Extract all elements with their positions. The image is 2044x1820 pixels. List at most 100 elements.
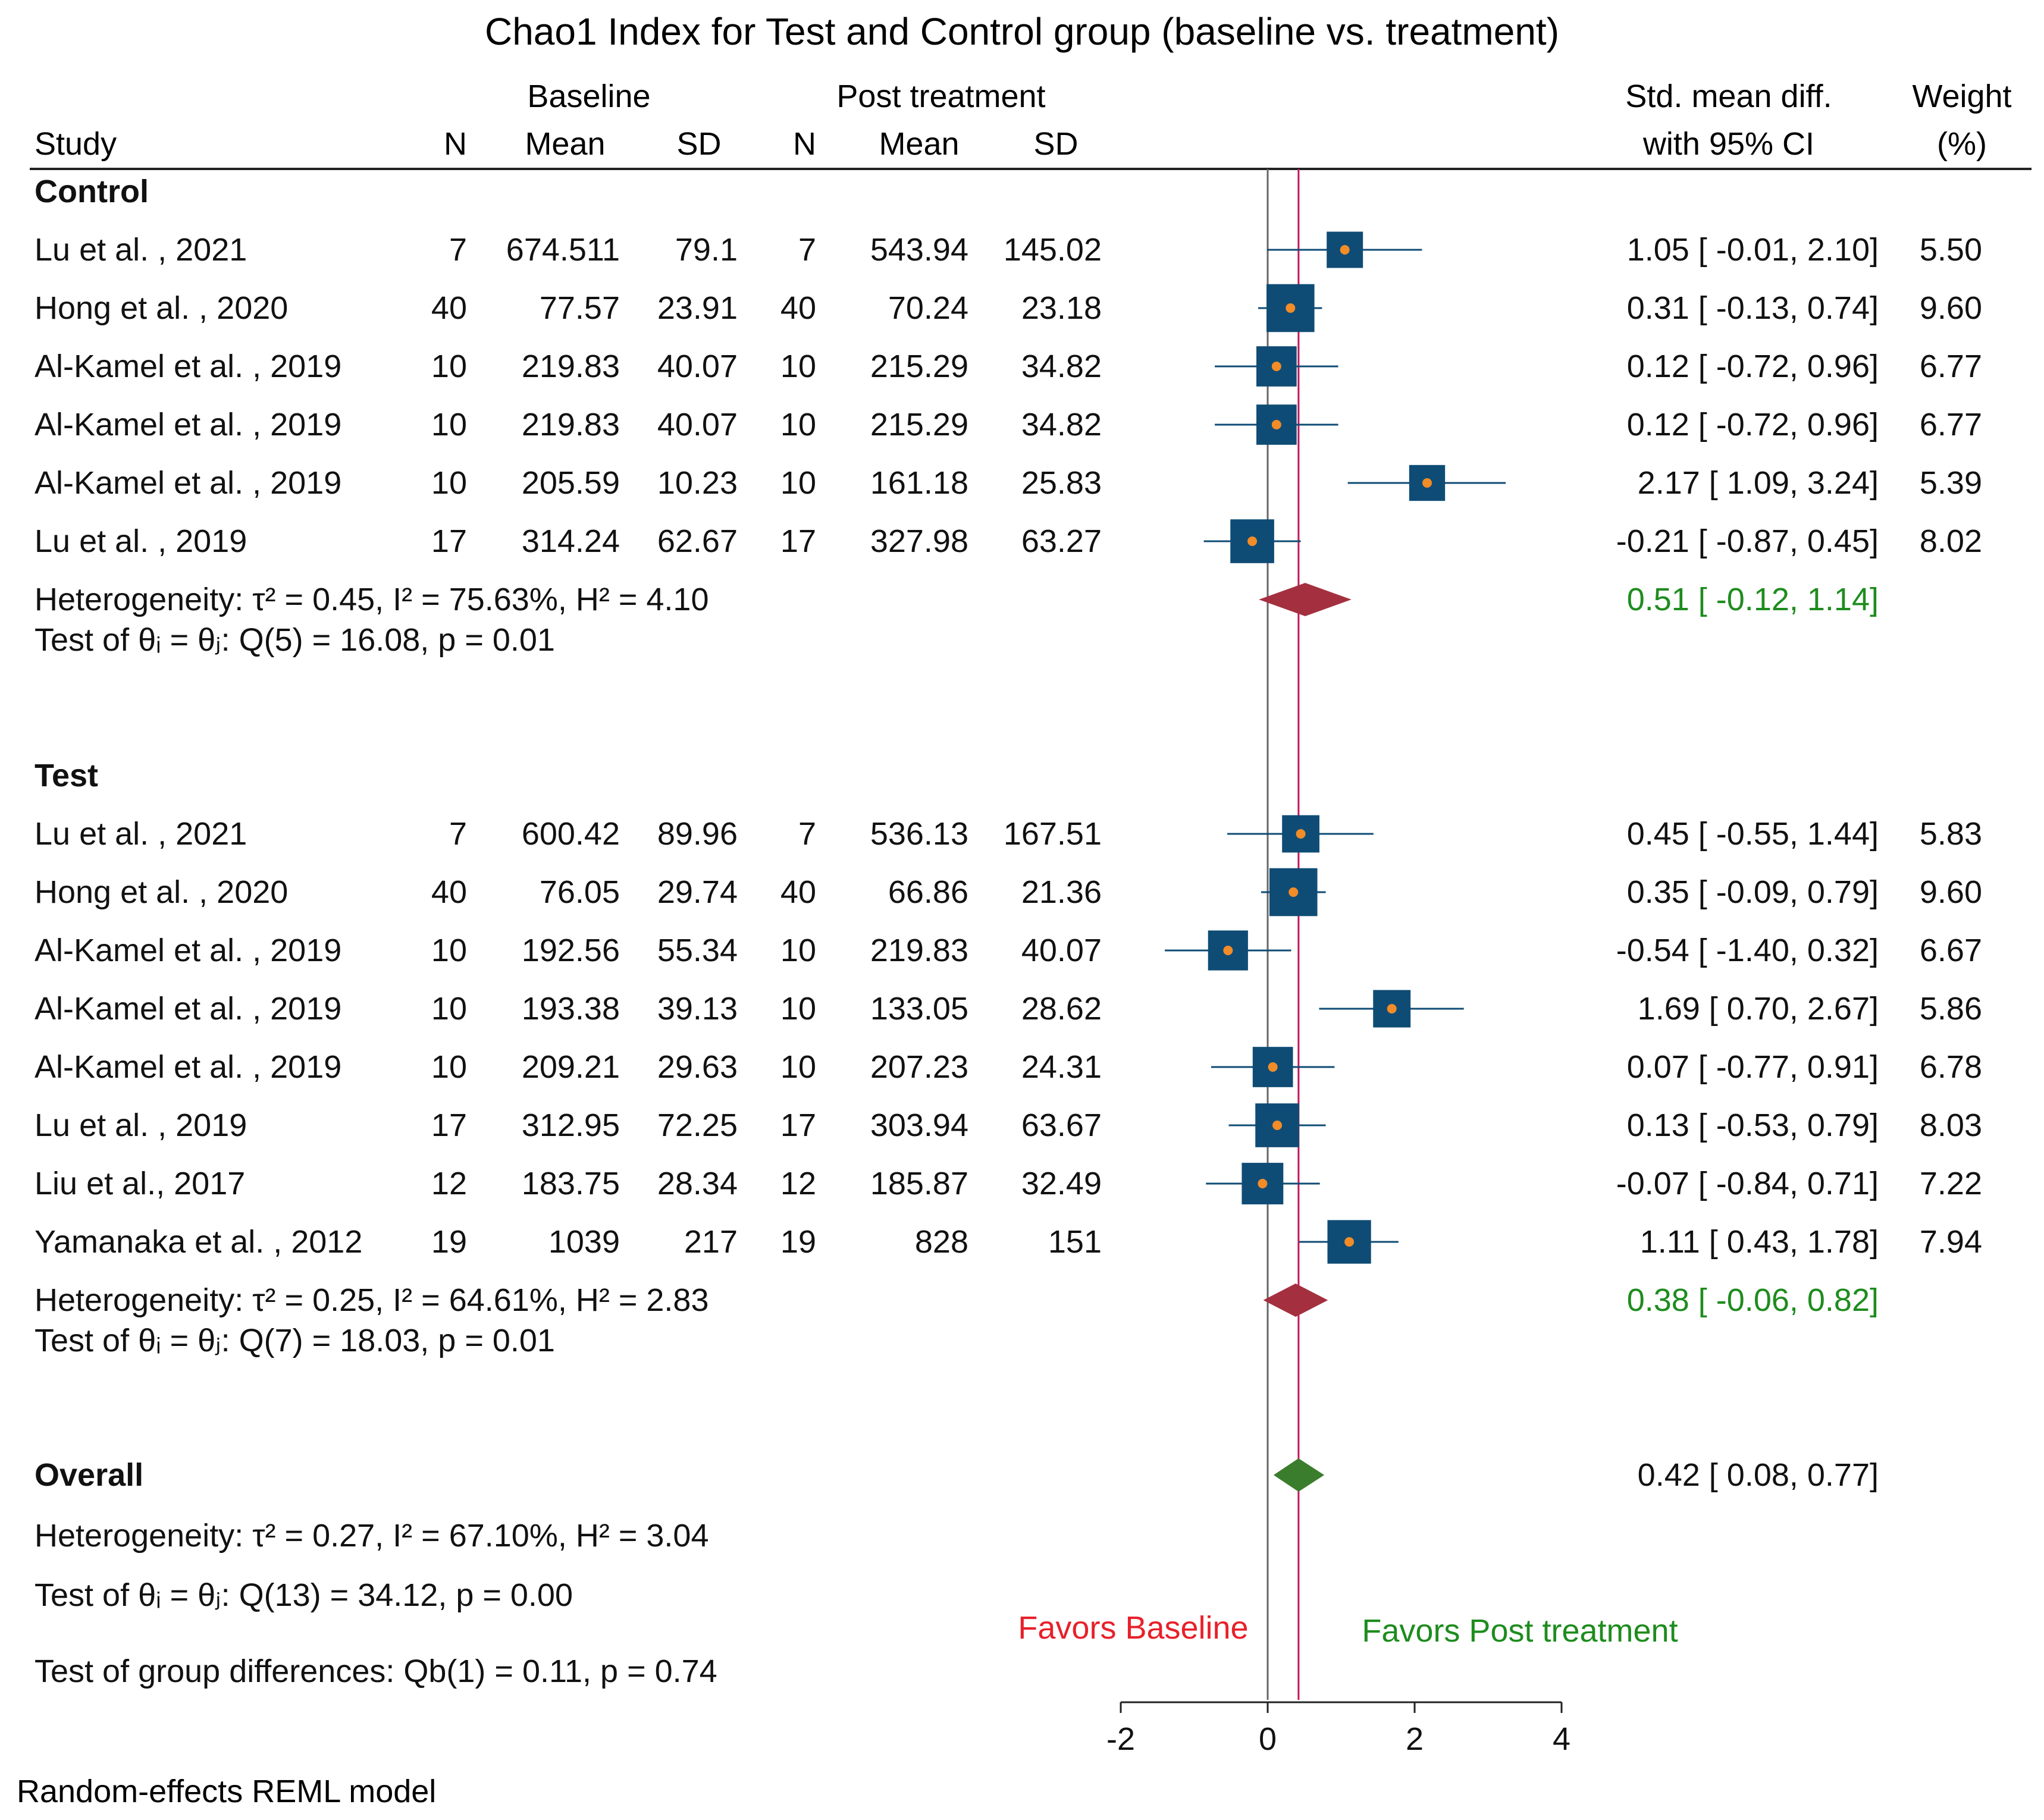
header-post-sd: SD — [1033, 126, 1078, 162]
effect-ci-label: 2.17 [ 1.09, 3.24] — [1638, 465, 1879, 501]
baseline-n: 40 — [431, 290, 467, 326]
weight-label: 8.02 — [1920, 523, 1982, 559]
effect-point — [1344, 1237, 1355, 1247]
header-smd-line2: with 95% CI — [1642, 126, 1814, 162]
weight-label: 9.60 — [1920, 874, 1982, 910]
baseline-sd: 217 — [684, 1224, 738, 1260]
post-sd: 145.02 — [1004, 232, 1102, 268]
effect-point — [1258, 1179, 1268, 1188]
weight-label: 5.39 — [1920, 465, 1982, 501]
baseline-mean: 314.24 — [522, 523, 620, 559]
post-sd: 34.82 — [1021, 407, 1102, 443]
baseline-n: 7 — [449, 232, 467, 268]
post-n: 10 — [780, 349, 816, 384]
group-label: Test — [35, 758, 98, 793]
header-weight-line1: Weight — [1912, 79, 2011, 114]
effect-ci-label: 0.07 [ -0.77, 0.91] — [1627, 1049, 1879, 1085]
weight-label: 7.22 — [1920, 1166, 1982, 1201]
post-mean: 327.98 — [870, 523, 968, 559]
effect-ci-label: 0.45 [ -0.55, 1.44] — [1627, 816, 1879, 852]
post-n: 10 — [780, 933, 816, 968]
post-n: 10 — [780, 1049, 816, 1085]
effect-ci-label: -0.07 [ -0.84, 0.71] — [1616, 1166, 1879, 1201]
baseline-sd: 29.74 — [657, 874, 738, 910]
effect-point — [1387, 1004, 1397, 1013]
effect-ci-label: -0.21 [ -0.87, 0.45] — [1616, 523, 1879, 559]
baseline-sd: 72.25 — [657, 1107, 738, 1143]
post-n: 12 — [780, 1166, 816, 1201]
baseline-sd: 28.34 — [657, 1166, 738, 1201]
x-axis-layer: -2 0 2 4 — [1106, 1701, 1570, 1757]
group-label: Control — [35, 174, 149, 209]
baseline-mean: 205.59 — [522, 465, 620, 501]
baseline-n: 10 — [431, 991, 467, 1027]
baseline-mean: 209.21 — [522, 1049, 620, 1085]
study-label: Liu et al., 2017 — [35, 1166, 245, 1201]
post-sd: 34.82 — [1021, 349, 1102, 384]
post-n: 40 — [780, 874, 816, 910]
header-baseline-mean: Mean — [525, 126, 605, 162]
baseline-sd: 39.13 — [657, 991, 738, 1027]
study-label: Hong et al. , 2020 — [35, 874, 288, 910]
effect-ci-label: 1.69 [ 0.70, 2.67] — [1638, 991, 1879, 1027]
baseline-mean: 312.95 — [522, 1107, 620, 1143]
model-note: Random-effects REML model — [17, 1774, 436, 1809]
post-n: 19 — [780, 1224, 816, 1260]
x-axis-tick-label: 4 — [1553, 1721, 1570, 1757]
study-label: Lu et al. , 2021 — [35, 232, 247, 268]
study-label: Yamanaka et al. , 2012 — [35, 1224, 362, 1260]
post-mean: 70.24 — [888, 290, 968, 326]
baseline-sd: 10.23 — [657, 465, 738, 501]
baseline-n: 17 — [431, 523, 467, 559]
study-label: Al-Kamel et al. , 2019 — [35, 407, 341, 443]
group-difference-text: Test of group differences: Qb(1) = 0.11,… — [35, 1653, 717, 1689]
baseline-sd: 62.67 — [657, 523, 738, 559]
header-baseline: Baseline — [527, 79, 650, 114]
weight-label: 5.50 — [1920, 232, 1982, 268]
header-smd-line1: Std. mean diff. — [1625, 79, 1832, 114]
study-label: Hong et al. , 2020 — [35, 290, 288, 326]
post-n: 40 — [780, 290, 816, 326]
effect-ci-label: 0.31 [ -0.13, 0.74] — [1627, 290, 1879, 326]
weight-label: 6.78 — [1920, 1049, 1982, 1085]
overall-heterogeneity-text: Heterogeneity: τ² = 0.27, I² = 67.10%, H… — [35, 1518, 708, 1554]
effect-point — [1271, 420, 1281, 429]
baseline-mean: 219.83 — [522, 349, 620, 384]
baseline-mean: 600.42 — [522, 816, 620, 852]
post-sd: 21.36 — [1021, 874, 1102, 910]
heterogeneity-text: Heterogeneity: τ² = 0.45, I² = 75.63%, H… — [35, 582, 708, 617]
effect-point — [1247, 536, 1258, 546]
baseline-n: 10 — [431, 465, 467, 501]
effect-ci-label: 0.35 [ -0.09, 0.79] — [1627, 874, 1879, 910]
effect-ci-label: 1.11 [ 0.43, 1.78] — [1640, 1224, 1879, 1260]
post-sd: 63.27 — [1021, 523, 1102, 559]
effect-point — [1223, 946, 1233, 955]
baseline-mean: 76.05 — [540, 874, 620, 910]
baseline-n: 19 — [431, 1224, 467, 1260]
overall-label: Overall — [35, 1457, 143, 1493]
chart-title: Chao1 Index for Test and Control group (… — [485, 10, 1559, 53]
effect-ci-label: 1.05 [ -0.01, 2.10] — [1627, 232, 1879, 268]
subgroup-diamond — [1259, 583, 1352, 616]
effect-point — [1286, 303, 1296, 313]
post-n: 10 — [780, 465, 816, 501]
post-sd: 25.83 — [1021, 465, 1102, 501]
study-label: Al-Kamel et al. , 2019 — [35, 465, 341, 501]
baseline-n: 7 — [449, 816, 467, 852]
baseline-n: 10 — [431, 349, 467, 384]
post-sd: 28.62 — [1021, 991, 1102, 1027]
post-mean: 207.23 — [870, 1049, 968, 1085]
baseline-mean: 77.57 — [540, 290, 620, 326]
baseline-n: 10 — [431, 1049, 467, 1085]
heterogeneity-text: Heterogeneity: τ² = 0.25, I² = 64.61%, H… — [35, 1282, 708, 1318]
subgroup-diamond — [1263, 1284, 1328, 1317]
post-mean: 536.13 — [870, 816, 968, 852]
pooled-ci-label: 0.38 [ -0.06, 0.82] — [1627, 1282, 1879, 1318]
baseline-n: 40 — [431, 874, 467, 910]
rows-layer: Control Lu et al. , 2021 7 674.511 79.1 7 543.… — [35, 174, 1982, 1689]
post-n: 17 — [780, 1107, 816, 1143]
effect-ci-label: 0.12 [ -0.72, 0.96] — [1627, 349, 1879, 384]
baseline-sd: 23.91 — [657, 290, 738, 326]
weight-label: 6.67 — [1920, 933, 1982, 968]
baseline-n: 10 — [431, 933, 467, 968]
